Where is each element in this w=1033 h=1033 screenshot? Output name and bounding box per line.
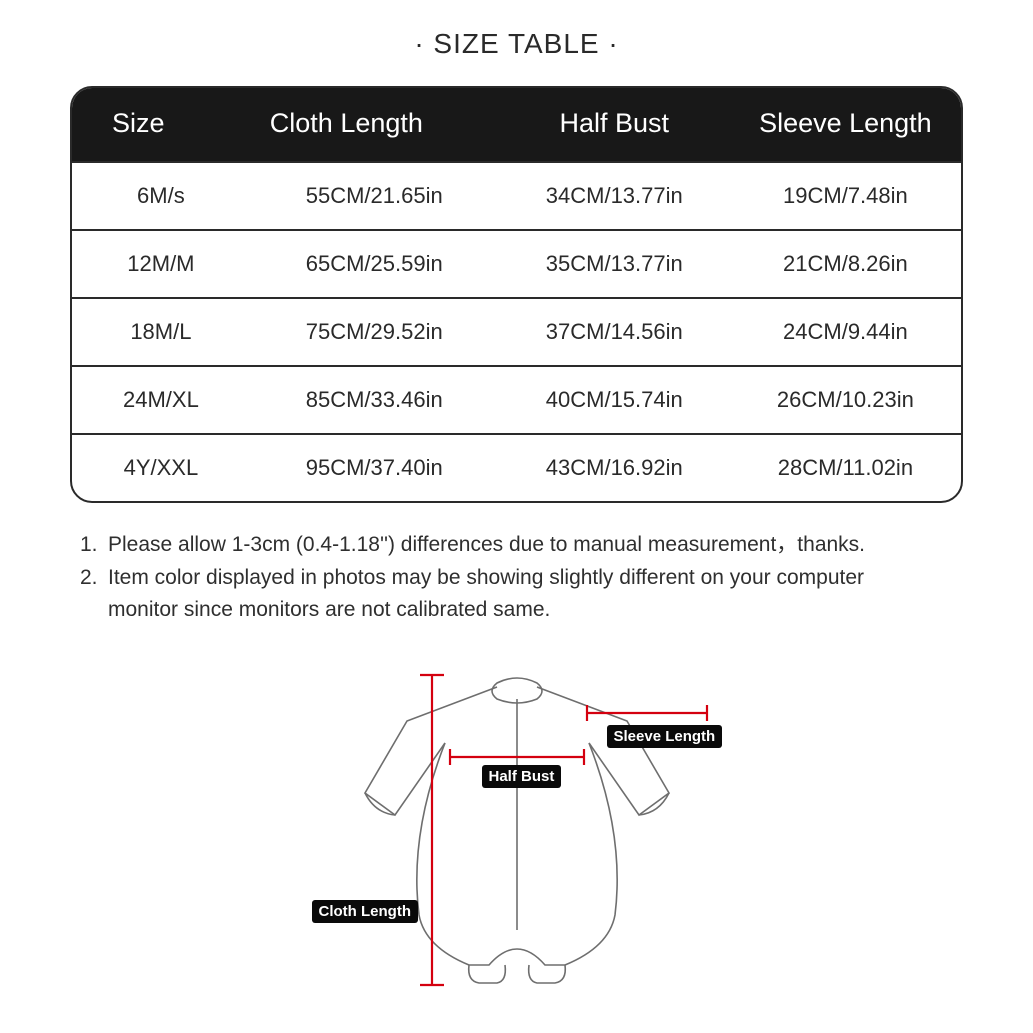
cell-size: 24M/XL [72,367,250,433]
notes: 1. Please allow 1-3cm (0.4-1.18'') diffe… [80,529,963,627]
garment-svg [257,665,777,995]
table-row: 6M/s 55CM/21.65in 34CM/13.77in 19CM/7.48… [72,161,961,229]
note-text: Item color displayed in photos may be sh… [108,562,963,595]
size-table: Size Cloth Length Half Bust Sleeve Lengt… [70,86,963,503]
cell-sleeve-length: 21CM/8.26in [730,231,961,297]
cell-half-bust: 34CM/13.77in [499,163,730,229]
diagram-label-cloth-length: Cloth Length [312,900,418,923]
cell-sleeve-length: 24CM/9.44in [730,299,961,365]
table-header-row: Size Cloth Length Half Bust Sleeve Lengt… [72,88,961,161]
cell-size: 12M/M [72,231,250,297]
col-header-cloth-length: Cloth Length [250,88,499,161]
table-row: 18M/L 75CM/29.52in 37CM/14.56in 24CM/9.4… [72,297,961,365]
table-row: 4Y/XXL 95CM/37.40in 43CM/16.92in 28CM/11… [72,433,961,501]
table-row: 24M/XL 85CM/33.46in 40CM/15.74in 26CM/10… [72,365,961,433]
col-header-half-bust: Half Bust [499,88,730,161]
table-row: 12M/M 65CM/25.59in 35CM/13.77in 21CM/8.2… [72,229,961,297]
cell-half-bust: 43CM/16.92in [499,435,730,501]
cell-cloth-length: 75CM/29.52in [250,299,499,365]
diagram-label-half-bust: Half Bust [482,765,562,788]
col-header-sleeve-length: Sleeve Length [730,88,961,161]
cell-cloth-length: 55CM/21.65in [250,163,499,229]
cell-size: 6M/s [72,163,250,229]
garment-outline [365,678,669,983]
page-title: · SIZE TABLE · [70,28,963,60]
cell-size: 4Y/XXL [72,435,250,501]
note-item: 2. Item color displayed in photos may be… [80,562,963,595]
cell-sleeve-length: 26CM/10.23in [730,367,961,433]
cell-cloth-length: 65CM/25.59in [250,231,499,297]
cell-sleeve-length: 19CM/7.48in [730,163,961,229]
measurement-diagram: Cloth Length Half Bust Sleeve Length [257,665,777,995]
cell-size: 18M/L [72,299,250,365]
col-header-size: Size [72,88,250,161]
cell-half-bust: 35CM/13.77in [499,231,730,297]
cell-sleeve-length: 28CM/11.02in [730,435,961,501]
note-text-cont: monitor since monitors are not calibrate… [108,594,963,627]
cell-half-bust: 37CM/14.56in [499,299,730,365]
diagram-label-sleeve-length: Sleeve Length [607,725,723,748]
note-number: 1. [80,529,108,562]
cell-cloth-length: 95CM/37.40in [250,435,499,501]
note-item: 1. Please allow 1-3cm (0.4-1.18'') diffe… [80,529,963,562]
note-number: 2. [80,562,108,595]
measure-lines [420,675,707,985]
cell-cloth-length: 85CM/33.46in [250,367,499,433]
note-text: Please allow 1-3cm (0.4-1.18'') differen… [108,529,963,562]
cell-half-bust: 40CM/15.74in [499,367,730,433]
